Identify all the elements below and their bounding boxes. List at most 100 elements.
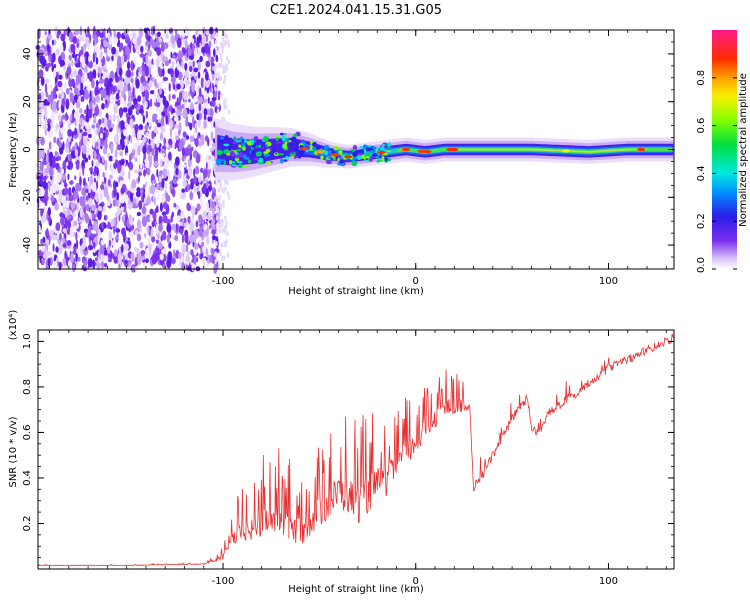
- noise-cell: [202, 231, 207, 237]
- noise-cell: [162, 214, 167, 223]
- noise-cell: [200, 134, 205, 144]
- noise-cell: [172, 94, 176, 100]
- noise-cell: [212, 142, 216, 148]
- noise-cell: [140, 45, 144, 53]
- noise-cell: [148, 66, 152, 75]
- noise-cell: [185, 117, 189, 127]
- noise-cell: [64, 217, 68, 227]
- noise-cell: [44, 110, 48, 119]
- colorbar-tick-label: 0.8: [696, 70, 707, 86]
- noise-cell: [139, 241, 144, 249]
- noise-cell: [92, 137, 96, 148]
- noise-cell: [116, 31, 121, 40]
- noise-cell: [211, 146, 214, 152]
- noise-cell: [156, 31, 161, 38]
- signal-speckle: [220, 150, 223, 154]
- noise-cell: [76, 43, 80, 48]
- noise-cell: [198, 95, 203, 106]
- noise-cell: [72, 81, 76, 89]
- noise-cell: [190, 178, 195, 183]
- noise-cell: [224, 215, 227, 221]
- noise-cell: [107, 258, 112, 263]
- noise-cell: [96, 261, 101, 271]
- noise-cell: [118, 46, 122, 53]
- noise-cell: [92, 242, 96, 249]
- noise-cell: [156, 183, 160, 191]
- noise-cell: [119, 170, 125, 178]
- noise-cell: [165, 138, 169, 143]
- noise-cell: [82, 134, 88, 145]
- snr-frame: [37, 329, 675, 570]
- signal-speckle: [261, 147, 265, 150]
- noise-cell: [197, 71, 201, 79]
- noise-cell: [110, 218, 114, 228]
- noise-cell: [94, 44, 99, 53]
- noise-cell: [187, 251, 190, 256]
- noise-cell: [191, 262, 195, 272]
- noise-cell: [187, 166, 193, 177]
- noise-cell: [62, 257, 66, 265]
- noise-cell: [48, 215, 51, 225]
- noise-cell: [41, 208, 44, 213]
- noise-cell: [172, 137, 176, 149]
- noise-cell: [138, 171, 142, 177]
- noise-cell: [50, 174, 53, 181]
- noise-cell: [204, 223, 208, 231]
- noise-cell: [211, 97, 217, 102]
- signal-speckle: [245, 157, 250, 161]
- noise-cell: [211, 100, 216, 107]
- noise-cell: [91, 191, 96, 197]
- noise-cell: [113, 37, 119, 44]
- noise-cell: [198, 141, 201, 147]
- noise-cell: [215, 194, 218, 200]
- noise-cell: [113, 103, 119, 114]
- noise-cell: [214, 251, 217, 257]
- signal-speckle: [372, 146, 377, 150]
- noise-cell: [173, 223, 176, 234]
- noise-cell: [218, 195, 221, 201]
- noise-cell: [142, 55, 145, 63]
- noise-cell: [212, 208, 215, 218]
- noise-cell: [99, 52, 104, 60]
- signal-speckle: [291, 136, 297, 142]
- noise-cell: [180, 210, 185, 220]
- signal-speckle: [223, 160, 227, 166]
- noise-cell: [70, 202, 76, 209]
- signal-speckle: [229, 160, 233, 165]
- noise-cell: [95, 203, 99, 209]
- noise-cell: [188, 184, 191, 191]
- signal-hotspot: [417, 149, 426, 153]
- noise-cell: [120, 138, 123, 146]
- noise-cell: [158, 55, 161, 61]
- noise-cell: [206, 154, 209, 163]
- signal-speckle: [312, 147, 317, 150]
- signal-speckle: [272, 148, 276, 153]
- noise-cell: [134, 169, 140, 174]
- noise-cell: [168, 151, 172, 161]
- noise-cell: [76, 201, 79, 213]
- noise-cell: [53, 100, 57, 111]
- noise-cell: [116, 123, 119, 134]
- noise-cell: [88, 55, 92, 63]
- signal-speckle: [265, 160, 272, 165]
- signal-speckle: [280, 158, 284, 164]
- noise-cell: [218, 202, 221, 208]
- noise-cell: [123, 129, 128, 137]
- noise-cell: [122, 107, 128, 113]
- y-tick-label: 0: [22, 146, 33, 152]
- noise-cell: [75, 100, 81, 109]
- noise-cell: [91, 204, 96, 212]
- noise-cell: [72, 212, 77, 217]
- noise-cell: [85, 188, 89, 193]
- noise-cell: [43, 175, 47, 182]
- noise-cell: [192, 43, 195, 54]
- noise-cell: [176, 83, 181, 90]
- noise-cell: [155, 101, 161, 108]
- noise-cell: [174, 234, 178, 242]
- y-tick-label: 0.6: [22, 424, 33, 440]
- noise-cell: [60, 168, 65, 175]
- noise-cell: [131, 188, 135, 193]
- noise-cell: [49, 184, 54, 196]
- colorbar: 0.0 0.2 0.4 0.6 0.8 Normalized spectral ampl…: [696, 30, 749, 273]
- noise-cell: [84, 93, 90, 100]
